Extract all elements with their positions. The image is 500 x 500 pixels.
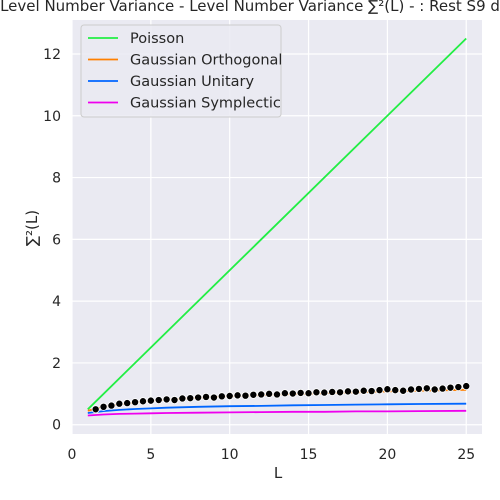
data-point: [195, 394, 202, 401]
data-point: [455, 383, 462, 390]
y-tick-label: 10: [43, 109, 61, 125]
y-tick-label: 6: [52, 232, 61, 248]
data-point: [131, 399, 138, 406]
data-point: [147, 397, 154, 404]
y-axis-label: ∑²(L): [23, 210, 41, 246]
data-point: [384, 386, 391, 393]
data-point: [463, 383, 470, 390]
data-point: [155, 396, 162, 403]
data-point: [431, 386, 438, 393]
data-point: [415, 385, 422, 392]
data-point: [360, 387, 367, 394]
data-point: [226, 392, 233, 399]
x-tick-label: 25: [457, 447, 475, 463]
data-point: [92, 406, 99, 413]
x-tick-label: 20: [378, 447, 396, 463]
data-point: [202, 393, 209, 400]
y-tick-label: 0: [52, 418, 61, 434]
chart-title: Level Number Variance - Level Number Var…: [0, 0, 500, 15]
data-point: [447, 384, 454, 391]
data-point: [313, 389, 320, 396]
data-point: [258, 391, 265, 398]
data-point: [321, 389, 328, 396]
data-point: [124, 400, 131, 407]
data-point: [218, 393, 225, 400]
data-point: [163, 396, 170, 403]
data-point: [400, 387, 407, 394]
data-point: [108, 402, 115, 409]
data-point: [289, 390, 296, 397]
data-point: [297, 389, 304, 396]
data-point: [266, 390, 273, 397]
data-point: [352, 388, 359, 395]
y-tick-label: 12: [43, 47, 61, 63]
data-point: [116, 400, 123, 407]
data-point: [273, 391, 280, 398]
y-tick-label: 4: [52, 294, 61, 310]
data-point: [281, 390, 288, 397]
data-point: [368, 387, 375, 394]
legend-label-gaussian-unitary: Gaussian Unitary: [130, 74, 254, 90]
data-point: [392, 387, 399, 394]
x-axis-label: L: [274, 464, 283, 482]
data-point: [329, 388, 336, 395]
legend-label-gaussian-symplectic: Gaussian Symplectic: [130, 96, 281, 112]
data-point: [171, 396, 178, 403]
y-tick-label: 2: [52, 356, 61, 372]
x-tick-label: 5: [146, 447, 155, 463]
data-point: [100, 403, 107, 410]
legend-label-gaussian-orthogonal: Gaussian Orthogonal: [130, 53, 282, 69]
data-point: [234, 392, 241, 399]
data-point: [336, 389, 343, 396]
data-point: [139, 398, 146, 405]
data-point: [210, 394, 217, 401]
data-point: [376, 387, 383, 394]
legend: Poisson Gaussian Orthogonal Gaussian Unita…: [81, 25, 282, 117]
data-point: [179, 395, 186, 402]
data-point: [344, 388, 351, 395]
data-point: [305, 390, 312, 397]
x-tick-label: 0: [68, 447, 77, 463]
data-point: [423, 385, 430, 392]
data-point: [242, 392, 249, 399]
data-point: [439, 385, 446, 392]
data-point: [187, 395, 194, 402]
legend-label-poisson: Poisson: [130, 31, 184, 47]
data-point: [250, 391, 257, 398]
data-point: [407, 386, 414, 393]
x-tick-label: 10: [221, 447, 239, 463]
x-tick-label: 15: [300, 447, 318, 463]
y-tick-label: 8: [52, 171, 61, 187]
